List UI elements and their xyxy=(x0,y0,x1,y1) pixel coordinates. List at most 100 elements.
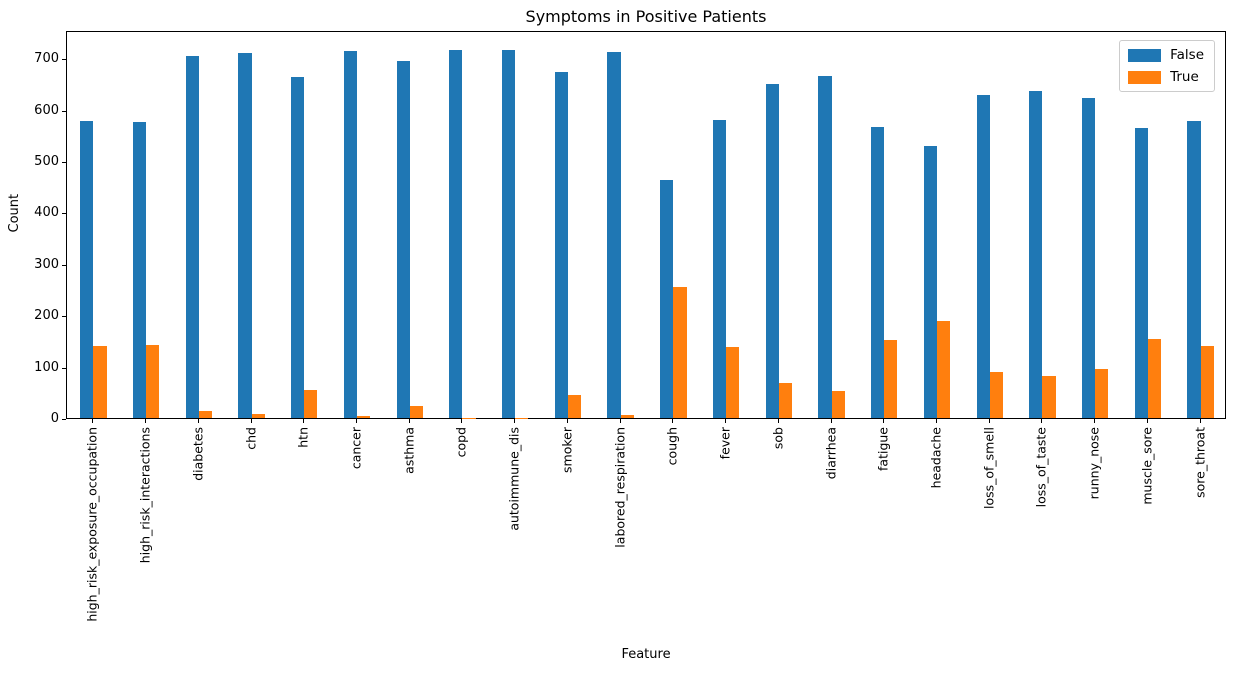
y-axis-tick-300 xyxy=(62,264,66,266)
x-axis-tick-fever xyxy=(725,419,727,423)
bar-false-loss_of_taste xyxy=(1029,90,1043,418)
bar-true-loss_of_taste xyxy=(1042,376,1056,418)
x-axis-label: Feature xyxy=(621,647,671,662)
bar-false-smoker xyxy=(554,71,568,418)
x-tick-label-smoker: smoker xyxy=(559,427,575,473)
x-tick-label-fever: fever xyxy=(717,427,733,460)
y-tick-label-200: 200 xyxy=(34,308,59,324)
bar-true-htn xyxy=(304,390,318,418)
x-tick-label-sore_throat: sore_throat xyxy=(1192,427,1208,498)
x-tick-label-htn: htn xyxy=(295,427,311,448)
legend-label-false: False xyxy=(1170,47,1204,63)
bar-true-cough xyxy=(673,287,687,418)
bar-true-runny_nose xyxy=(1095,369,1109,418)
bar-false-loss_of_smell xyxy=(976,94,990,418)
bar-false-autoimmune_dis xyxy=(502,49,516,418)
x-tick-label-runny_nose: runny_nose xyxy=(1086,427,1102,500)
x-axis-tick-loss_of_taste xyxy=(1041,419,1043,423)
bar-false-asthma xyxy=(396,60,410,418)
x-tick-label-high_risk_exposure_occupation: high_risk_exposure_occupation xyxy=(84,427,100,622)
x-axis-tick-copd xyxy=(461,419,463,423)
bar-false-fever xyxy=(712,119,727,418)
bar-true-sob xyxy=(778,383,792,418)
x-axis-tick-cough xyxy=(672,419,674,423)
x-tick-label-labored_respiration: labored_respiration xyxy=(612,427,628,548)
x-axis-tick-diabetes xyxy=(197,419,199,423)
bar-true-sore_throat xyxy=(1200,346,1214,418)
bar-false-sob xyxy=(765,83,779,418)
x-axis-tick-runny_nose xyxy=(1094,419,1096,423)
x-axis-tick-headache xyxy=(936,419,937,423)
legend: False True xyxy=(1119,40,1215,92)
bar-true-smoker xyxy=(567,395,582,418)
x-axis-tick-chd xyxy=(250,419,252,423)
x-tick-label-cough: cough xyxy=(664,427,680,466)
y-axis-tick-700 xyxy=(62,59,66,61)
x-axis-tick-high_risk_interactions xyxy=(145,419,147,423)
y-tick-label-0: 0 xyxy=(50,411,59,426)
x-tick-label-autoimmune_dis: autoimmune_dis xyxy=(506,427,522,531)
bar-false-high_risk_exposure_occupation xyxy=(80,120,94,418)
legend-swatch-false xyxy=(1128,48,1162,62)
bar-true-high_risk_interactions xyxy=(146,345,160,418)
y-tick-label-100: 100 xyxy=(34,359,59,375)
chart-title: Symptoms in Positive Patients xyxy=(525,7,767,26)
x-axis-tick-smoker xyxy=(566,419,568,423)
x-tick-label-fatigue: fatigue xyxy=(875,427,891,471)
y-tick-label-400: 400 xyxy=(34,205,59,221)
bar-true-high_risk_exposure_occupation xyxy=(93,346,107,418)
bar-false-headache xyxy=(923,146,937,418)
y-axis-tick-500 xyxy=(62,162,66,164)
legend-entry-false: False xyxy=(1128,47,1204,63)
y-tick-label-300: 300 xyxy=(34,256,59,272)
x-tick-label-cancer: cancer xyxy=(348,427,364,470)
x-tick-label-high_risk_interactions: high_risk_interactions xyxy=(137,427,153,564)
bar-true-fever xyxy=(726,347,740,418)
bar-false-copd xyxy=(449,49,463,418)
y-axis-tick-0 xyxy=(62,419,66,420)
x-axis-tick-fatigue xyxy=(883,419,885,423)
x-axis-tick-cancer xyxy=(356,419,357,423)
bar-false-diabetes xyxy=(185,56,199,418)
bar-false-high_risk_interactions xyxy=(132,122,147,418)
bar-true-chd xyxy=(251,414,265,418)
x-tick-label-chd: chd xyxy=(243,427,259,450)
x-axis-tick-autoimmune_dis xyxy=(514,419,516,423)
bar-false-fatigue xyxy=(871,127,885,418)
x-tick-label-asthma: asthma xyxy=(401,427,417,474)
x-axis-tick-loss_of_smell xyxy=(988,419,990,423)
legend-swatch-true xyxy=(1128,70,1162,84)
y-axis-tick-600 xyxy=(62,110,66,112)
bar-true-autoimmune_dis xyxy=(515,417,529,418)
bar-false-cancer xyxy=(343,50,357,418)
legend-label-true: True xyxy=(1170,69,1199,85)
x-axis-tick-diarrhea xyxy=(830,419,832,423)
x-axis-tick-high_risk_exposure_occupation xyxy=(92,419,94,423)
y-tick-label-500: 500 xyxy=(34,154,59,170)
x-tick-label-diabetes: diabetes xyxy=(190,427,206,481)
bar-false-muscle_sore xyxy=(1134,128,1148,418)
x-axis-tick-sob xyxy=(777,419,779,423)
bar-true-cancer xyxy=(357,416,371,418)
x-axis-tick-htn xyxy=(303,419,305,423)
x-axis-tick-muscle_sore xyxy=(1146,419,1148,423)
bar-false-chd xyxy=(238,52,252,418)
bar-true-diabetes xyxy=(198,410,212,418)
x-tick-label-copd: copd xyxy=(453,427,469,458)
y-tick-label-600: 600 xyxy=(34,102,59,118)
y-axis-tick-200 xyxy=(62,316,66,318)
bar-true-diarrhea xyxy=(831,391,845,418)
bar-true-loss_of_smell xyxy=(989,372,1003,418)
legend-entry-true: True xyxy=(1128,69,1204,85)
bar-true-headache xyxy=(937,320,951,418)
bar-false-runny_nose xyxy=(1082,97,1096,418)
bar-true-fatigue xyxy=(884,339,898,418)
bar-false-cough xyxy=(660,179,674,418)
bar-false-labored_respiration xyxy=(607,51,621,418)
y-tick-label-700: 700 xyxy=(34,51,59,67)
bar-false-sore_throat xyxy=(1187,120,1201,418)
x-tick-label-headache: headache xyxy=(928,427,944,489)
y-axis-tick-400 xyxy=(62,213,66,215)
bar-true-muscle_sore xyxy=(1147,338,1162,418)
